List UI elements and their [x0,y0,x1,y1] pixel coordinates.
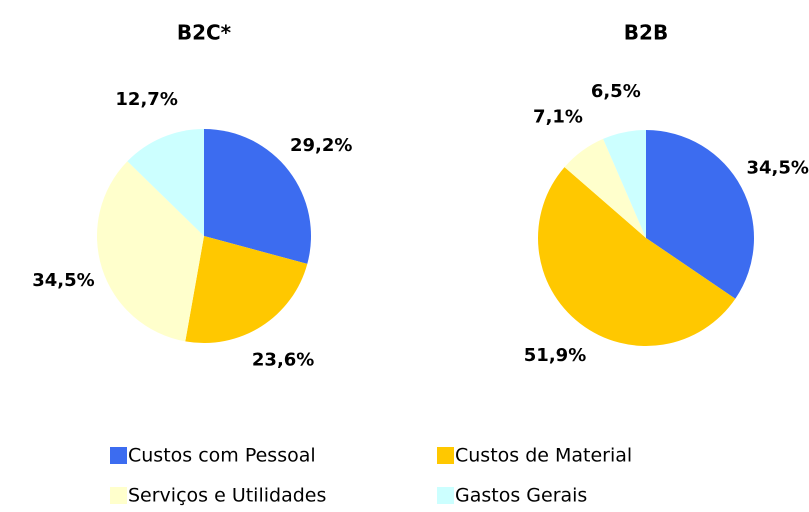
data-label: 6,5% [591,81,641,102]
pie-slice [646,130,754,299]
legend-swatch [437,447,454,464]
data-label: 34,5% [32,270,94,291]
data-label: 7,1% [533,107,583,128]
data-label: 51,9% [524,345,586,366]
data-label: 34,5% [746,157,808,178]
legend-swatch [110,447,127,464]
pie-slice [564,138,646,238]
legend-swatch [110,487,127,504]
pie-slice [185,236,308,343]
legend-label: Custos de Material [455,445,632,467]
legend-label: Serviços e Utilidades [128,485,326,507]
pie-slice [538,167,736,346]
data-label: 29,2% [290,135,352,156]
data-label: 12,7% [115,89,177,110]
pie-slice [204,129,311,264]
chart-title: B2C* [177,21,232,45]
legend-label: Gastos Gerais [455,485,587,507]
chart-title: B2B [624,21,668,45]
legend-swatch [437,487,454,504]
pie-slice [603,130,646,238]
legend-label: Custos com Pessoal [128,445,316,467]
pie-slice [97,161,204,342]
data-label: 23,6% [252,350,314,371]
pie-slice [127,129,204,236]
